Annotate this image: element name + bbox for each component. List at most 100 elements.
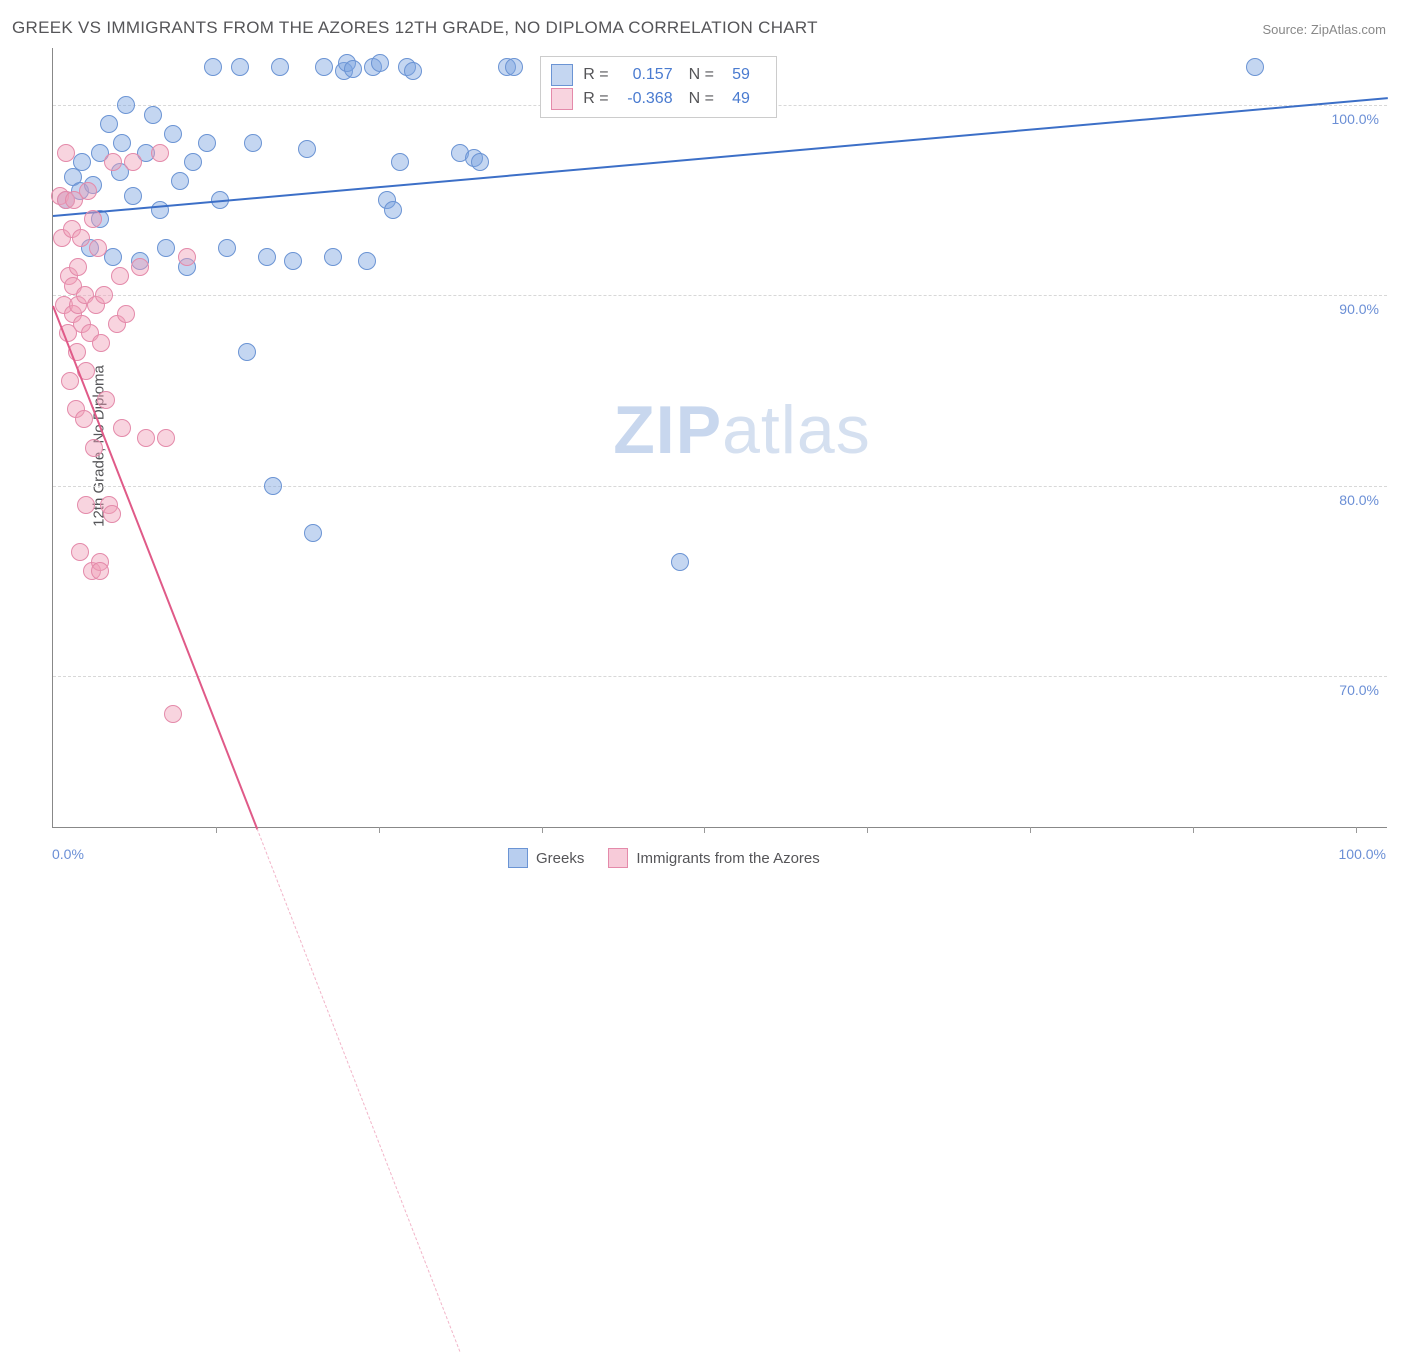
r-label: R = <box>583 66 608 84</box>
data-point <box>264 477 282 495</box>
chart-title: GREEK VS IMMIGRANTS FROM THE AZORES 12TH… <box>12 18 818 38</box>
data-point <box>69 258 87 276</box>
watermark: ZIPatlas <box>613 391 870 469</box>
x-tick <box>379 827 380 833</box>
data-point <box>198 134 216 152</box>
data-point <box>137 429 155 447</box>
data-point <box>164 125 182 143</box>
r-label: R = <box>583 90 608 108</box>
plot-area: ZIPatlas 70.0%80.0%90.0%100.0%R =0.157N … <box>52 48 1387 828</box>
data-point <box>231 58 249 76</box>
legend-label: Immigrants from the Azores <box>636 850 819 867</box>
n-label: N = <box>689 90 714 108</box>
stats-row: R = -0.368 N = 49 <box>551 87 766 111</box>
data-point <box>271 58 289 76</box>
n-value: 49 <box>720 90 750 108</box>
n-value: 59 <box>720 66 750 84</box>
legend-swatch <box>608 848 628 868</box>
data-point <box>218 239 236 257</box>
x-tick <box>542 827 543 833</box>
data-point <box>95 286 113 304</box>
data-point <box>315 58 333 76</box>
n-label: N = <box>689 66 714 84</box>
data-point <box>404 62 422 80</box>
data-point <box>79 182 97 200</box>
data-point <box>258 248 276 266</box>
r-value: 0.157 <box>615 66 673 84</box>
data-point <box>117 96 135 114</box>
data-point <box>204 58 222 76</box>
data-point <box>100 115 118 133</box>
data-point <box>391 153 409 171</box>
data-point <box>358 252 376 270</box>
data-point <box>344 60 362 78</box>
y-tick-label: 100.0% <box>1332 111 1379 127</box>
legend-item: Greeks <box>508 848 584 868</box>
data-point <box>111 267 129 285</box>
series-swatch <box>551 88 573 110</box>
data-point <box>157 429 175 447</box>
series-swatch <box>551 64 573 86</box>
data-point <box>117 305 135 323</box>
data-point <box>92 334 110 352</box>
data-point <box>238 343 256 361</box>
stats-box: R = 0.157 N = 59 R = -0.368 N = 49 <box>540 56 777 118</box>
data-point <box>73 153 91 171</box>
data-point <box>104 153 122 171</box>
x-tick <box>704 827 705 833</box>
x-tick <box>1193 827 1194 833</box>
data-point <box>298 140 316 158</box>
x-tick <box>1356 827 1357 833</box>
data-point <box>124 153 142 171</box>
data-point <box>184 153 202 171</box>
data-point <box>284 252 302 270</box>
data-point <box>124 187 142 205</box>
data-point <box>471 153 489 171</box>
data-point <box>171 172 189 190</box>
x-tick <box>216 827 217 833</box>
data-point <box>103 505 121 523</box>
trend-line <box>257 828 461 1352</box>
x-max-label: 100.0% <box>1339 846 1386 862</box>
stats-row: R = 0.157 N = 59 <box>551 63 766 87</box>
y-tick-label: 90.0% <box>1339 301 1379 317</box>
gridline <box>53 295 1387 296</box>
data-point <box>178 248 196 266</box>
data-point <box>324 248 342 266</box>
data-point <box>164 705 182 723</box>
data-point <box>113 419 131 437</box>
data-point <box>505 58 523 76</box>
data-point <box>89 239 107 257</box>
source-attribution: Source: ZipAtlas.com <box>1262 22 1386 37</box>
r-value: -0.368 <box>615 90 673 108</box>
data-point <box>72 229 90 247</box>
data-point <box>97 391 115 409</box>
source-label: Source: <box>1262 22 1310 37</box>
chart-container: GREEK VS IMMIGRANTS FROM THE AZORES 12TH… <box>0 0 1406 892</box>
x-tick <box>1030 827 1031 833</box>
data-point <box>113 134 131 152</box>
data-point <box>75 410 93 428</box>
watermark-bold: ZIP <box>613 392 722 468</box>
legend-item: Immigrants from the Azores <box>608 848 819 868</box>
gridline <box>53 486 1387 487</box>
data-point <box>304 524 322 542</box>
data-point <box>384 201 402 219</box>
data-point <box>91 562 109 580</box>
x-tick <box>867 827 868 833</box>
legend-swatch <box>508 848 528 868</box>
data-point <box>151 144 169 162</box>
data-point <box>77 496 95 514</box>
y-tick-label: 80.0% <box>1339 492 1379 508</box>
source-link[interactable]: ZipAtlas.com <box>1311 22 1386 37</box>
data-point <box>131 258 149 276</box>
data-point <box>84 210 102 228</box>
data-point <box>244 134 262 152</box>
data-point <box>1246 58 1264 76</box>
data-point <box>671 553 689 571</box>
data-point <box>157 239 175 257</box>
data-point <box>71 543 89 561</box>
data-point <box>151 201 169 219</box>
data-point <box>57 144 75 162</box>
data-point <box>61 372 79 390</box>
